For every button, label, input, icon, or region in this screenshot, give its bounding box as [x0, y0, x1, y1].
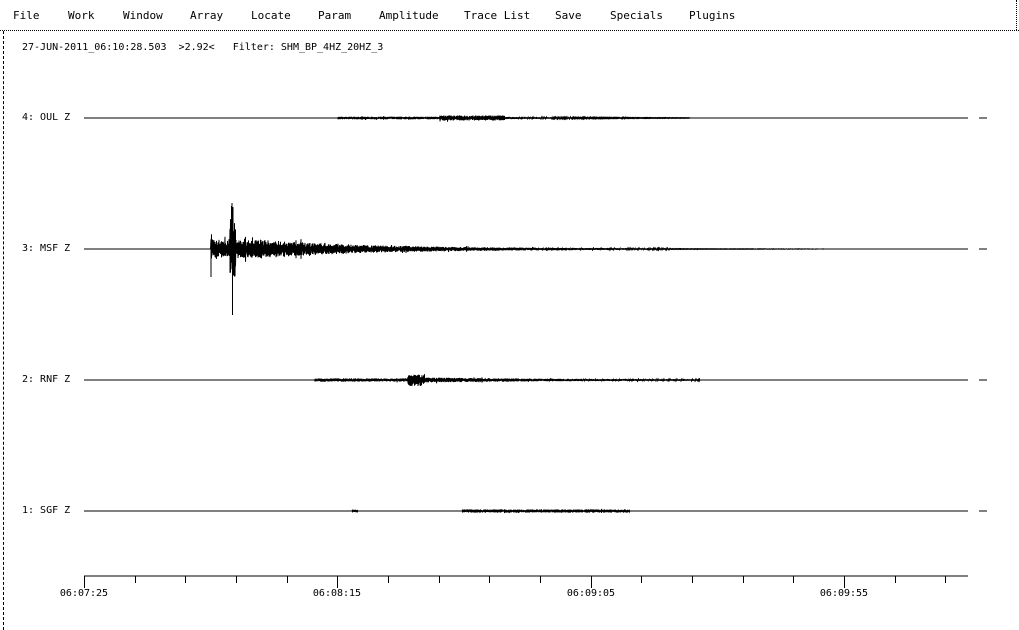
- menu-specials[interactable]: Specials: [610, 9, 663, 22]
- menu-window[interactable]: Window: [123, 9, 163, 22]
- waveform-oul: [84, 115, 968, 122]
- info-line: 27-JUN-2011_06:10:28.503 >2.92< Filter: …: [22, 42, 383, 53]
- time-label: 06:09:05: [566, 588, 616, 599]
- time-label: 06:09:55: [819, 588, 869, 599]
- menu-file[interactable]: File: [13, 9, 40, 22]
- time-label: 06:07:25: [59, 588, 109, 599]
- menu-save[interactable]: Save: [555, 9, 582, 22]
- menu-plugins[interactable]: Plugins: [689, 9, 736, 22]
- menu-bar: File Work Window Array Locate Param Ampl…: [0, 0, 1019, 31]
- menu-trace-list[interactable]: Trace List: [464, 9, 531, 22]
- trace-label-oul[interactable]: 4: OUL Z: [22, 112, 71, 123]
- menu-work[interactable]: Work: [68, 9, 95, 22]
- waveform-msf: [84, 203, 968, 315]
- menu-amplitude[interactable]: Amplitude: [379, 9, 439, 22]
- scale-factor: >2.92<: [178, 42, 215, 53]
- trace-label-sgf[interactable]: 1: SGF Z: [22, 505, 71, 516]
- menu-array[interactable]: Array: [190, 9, 224, 22]
- trace-label-msf[interactable]: 3: MSF Z: [22, 243, 71, 254]
- window-edge: [1016, 0, 1017, 30]
- timestamp: 27-JUN-2011_06:10:28.503: [22, 42, 167, 53]
- time-label: 06:08:15: [312, 588, 362, 599]
- waveform-sgf: [84, 508, 968, 514]
- menu-param[interactable]: Param: [318, 9, 352, 22]
- filter-name: Filter: SHM_BP_4HZ_20HZ_3: [232, 42, 384, 53]
- trace-label-rnf[interactable]: 2: RNF Z: [22, 374, 71, 385]
- window-edge-left: [3, 31, 4, 630]
- menu-locate[interactable]: Locate: [251, 9, 291, 22]
- waveform-rnf: [84, 374, 968, 387]
